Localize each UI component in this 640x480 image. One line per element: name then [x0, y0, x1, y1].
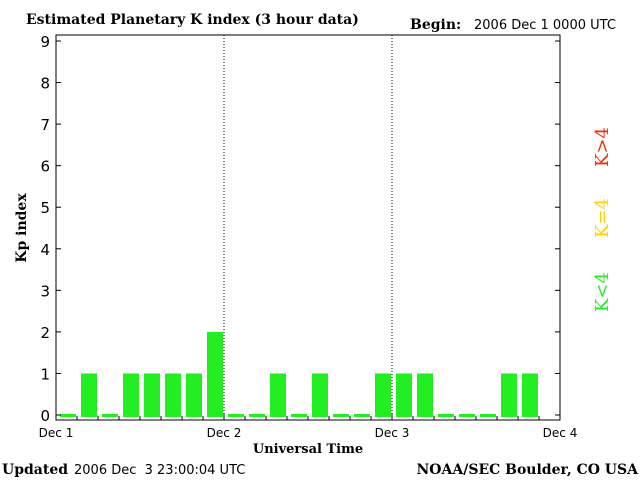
- kp-bar: [291, 414, 307, 417]
- legend-k-below-4: K<4: [592, 272, 613, 312]
- y-tick-label: 6: [40, 158, 50, 176]
- y-tick-label: 8: [40, 75, 50, 93]
- y-tick-label: 0: [40, 407, 50, 425]
- kp-bar: [438, 414, 454, 417]
- y-tick-label: 3: [40, 282, 50, 300]
- source-credit: NOAA/SEC Boulder, CO USA: [417, 462, 640, 478]
- plot-frame: [55, 34, 561, 421]
- kp-bar: [270, 373, 286, 417]
- y-tick-label: 1: [40, 365, 50, 383]
- legend-k-equals-4: K=4: [592, 198, 613, 238]
- kp-bar: [60, 414, 76, 417]
- kp-bar: [396, 373, 412, 417]
- y-tick-label: 9: [40, 33, 50, 51]
- kp-bar: [123, 373, 139, 417]
- kp-bar: [207, 331, 223, 417]
- y-axis-label: Kp index: [14, 193, 30, 263]
- kp-bar: [249, 414, 265, 417]
- kp-bar: [501, 373, 517, 417]
- legend-k-above-4: K>4: [592, 127, 613, 167]
- y-tick-label: 2: [40, 324, 50, 342]
- kp-bar: [81, 373, 97, 417]
- begin-value: 2006 Dec 1 0000 UTC: [474, 18, 616, 33]
- bar-series: [60, 331, 538, 417]
- kp-bar: [144, 373, 160, 417]
- kp-bar: [165, 373, 181, 417]
- kp-bar: [228, 414, 244, 417]
- kp-bar: [312, 373, 328, 417]
- x-tick-label: Dec 4: [543, 426, 578, 440]
- x-axis-label: Universal Time: [253, 442, 363, 457]
- x-tick-label: Dec 1: [39, 426, 74, 440]
- kp-bar: [459, 414, 475, 417]
- chart-title: Estimated Planetary K index (3 hour data…: [26, 12, 359, 28]
- kp-bar: [375, 373, 391, 417]
- begin-label: Begin:: [410, 17, 461, 33]
- y-tick-label: 4: [40, 241, 50, 259]
- kp-bar: [186, 373, 202, 417]
- kp-bar: [522, 373, 538, 417]
- kp-bar: [480, 414, 496, 417]
- kp-bar: [354, 414, 370, 417]
- updated-value: 2006 Dec 3 23:00:04 UTC: [74, 463, 245, 478]
- kp-bar: [417, 373, 433, 417]
- x-tick-label: Dec 3: [375, 426, 410, 440]
- y-tick-label: 7: [40, 116, 50, 134]
- updated-label: Updated: [2, 462, 68, 478]
- y-tick-label: 5: [40, 199, 50, 217]
- x-tick-label: Dec 2: [207, 426, 242, 440]
- x-axis: Dec 1 Dec 2 Dec 3 Dec 4: [39, 414, 578, 440]
- day-divider-lines: [223, 35, 393, 420]
- y-axis: 0 1 2 3 4 5 6 7 8 9: [40, 33, 560, 425]
- kp-bar: [333, 414, 349, 417]
- kp-bar: [102, 414, 118, 417]
